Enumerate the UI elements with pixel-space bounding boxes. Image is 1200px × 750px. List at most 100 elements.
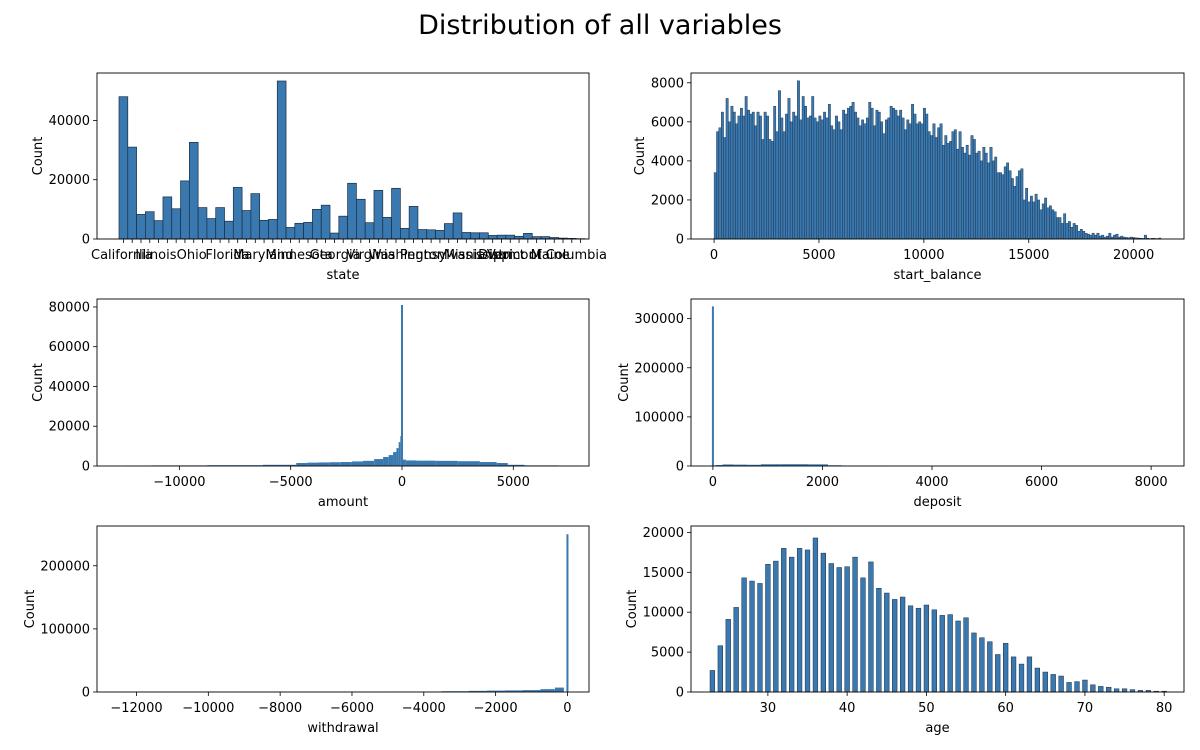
x-tick-label: −6000 <box>330 701 374 716</box>
bar <box>877 111 881 240</box>
bar <box>735 123 739 240</box>
bar <box>276 80 287 240</box>
bar <box>1065 223 1069 240</box>
bar <box>773 560 779 693</box>
bar <box>554 687 564 692</box>
bar <box>382 217 392 240</box>
bar <box>338 215 348 240</box>
bar <box>388 455 394 466</box>
bar <box>259 219 269 240</box>
bar <box>823 111 826 240</box>
bar <box>307 462 319 466</box>
bar <box>294 222 304 240</box>
bar <box>1039 209 1043 240</box>
bar <box>540 689 555 692</box>
y-tick-label: 40000 <box>49 380 90 395</box>
bar <box>1063 213 1067 240</box>
bar <box>980 160 983 240</box>
x-tick-label: 80 <box>1156 701 1173 716</box>
bar <box>1070 227 1074 240</box>
bar <box>215 207 225 240</box>
bar <box>505 234 516 240</box>
y-tick-label: 300000 <box>634 312 684 327</box>
bar <box>896 115 900 240</box>
bar <box>728 121 731 240</box>
bar <box>479 232 489 240</box>
bar <box>523 233 533 240</box>
bar <box>870 107 874 240</box>
y-axis-label: Count <box>31 137 46 176</box>
x-tick-label: −5000 <box>269 475 313 490</box>
bar <box>717 645 723 693</box>
bar <box>312 209 322 240</box>
bar <box>405 460 417 466</box>
bar <box>713 172 717 240</box>
bar <box>1074 681 1080 693</box>
bar <box>889 105 893 240</box>
y-axis-label: Count <box>617 363 632 402</box>
bar <box>915 123 919 240</box>
bar <box>808 464 828 466</box>
bar <box>994 156 998 240</box>
y-tick-label: 20000 <box>643 526 684 541</box>
bar <box>1042 671 1048 693</box>
bar <box>725 619 731 693</box>
bar <box>765 564 771 693</box>
bar <box>206 218 217 240</box>
y-axis-label: Count <box>633 137 648 176</box>
x-axis-label: state <box>327 268 360 283</box>
bar <box>1022 199 1026 240</box>
x-tick-label: Georgia <box>310 248 361 263</box>
bar <box>1075 225 1078 240</box>
bar <box>923 107 926 240</box>
y-tick-label: 40000 <box>49 114 90 129</box>
y-axis-label: Count <box>31 363 46 402</box>
bar <box>725 98 729 240</box>
bar <box>347 182 357 240</box>
bar <box>996 172 1000 240</box>
bar <box>846 107 850 240</box>
bar <box>1051 209 1055 240</box>
bar <box>858 125 862 240</box>
bar <box>923 604 930 693</box>
bar <box>832 129 836 240</box>
bar <box>1058 675 1064 693</box>
bar <box>1029 195 1033 240</box>
axes-frame <box>96 298 590 467</box>
bar <box>925 113 929 240</box>
bar <box>901 117 905 240</box>
bar <box>911 104 914 240</box>
x-tick-label: 70 <box>1077 701 1094 716</box>
bar <box>303 222 313 240</box>
x-axis-label: withdrawal <box>307 721 378 736</box>
bar <box>723 137 727 240</box>
bar <box>836 567 842 693</box>
bar <box>982 147 986 240</box>
x-tick-label: 5000 <box>802 248 835 263</box>
y-tick-label: 20000 <box>49 173 90 188</box>
x-axis-label: amount <box>318 495 368 510</box>
bar <box>884 592 890 693</box>
bar <box>953 129 957 240</box>
y-tick-label: 0 <box>676 686 684 701</box>
bar <box>787 98 791 240</box>
bar <box>799 119 803 240</box>
y-tick-label: 15000 <box>643 566 684 581</box>
bar <box>876 588 882 693</box>
bar <box>1084 232 1088 240</box>
bar <box>136 214 146 240</box>
bar <box>907 605 914 693</box>
bar <box>224 220 234 240</box>
bar <box>1018 663 1025 693</box>
bar <box>942 145 945 240</box>
bar <box>1077 230 1081 240</box>
bar <box>970 135 974 240</box>
bar <box>721 111 724 240</box>
bar <box>1044 197 1048 240</box>
bar <box>782 131 786 240</box>
bar <box>965 145 969 240</box>
bar <box>825 117 829 240</box>
x-tick-label: 15000 <box>1008 248 1049 263</box>
bar <box>435 230 445 240</box>
bar <box>162 196 173 240</box>
